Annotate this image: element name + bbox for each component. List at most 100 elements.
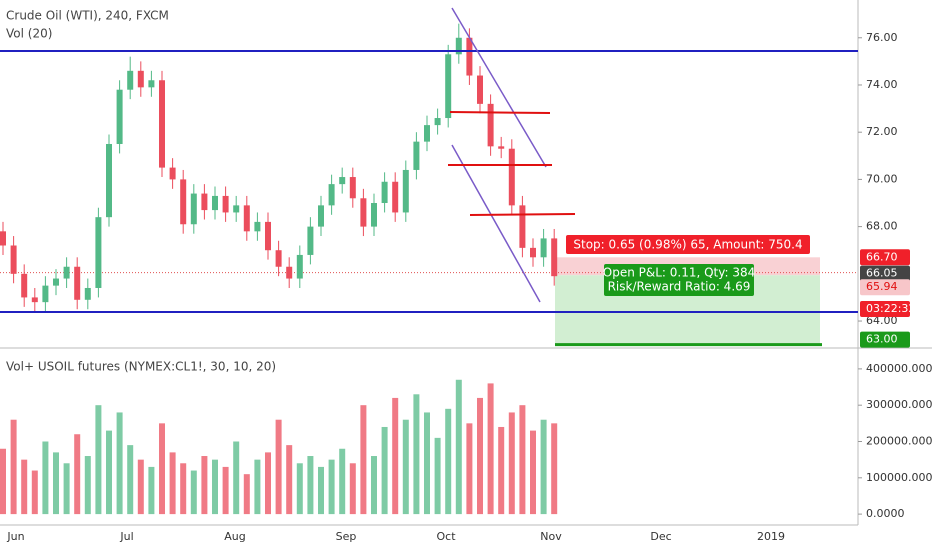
candle-body bbox=[487, 103, 494, 147]
volume-bar bbox=[10, 419, 17, 515]
volume-bar bbox=[275, 419, 282, 515]
candle-body bbox=[201, 193, 208, 211]
candle-body bbox=[106, 143, 112, 218]
candle-body bbox=[286, 266, 293, 279]
stop-label: Stop: 0.65 (0.98%) 65, Amount: 750.4 bbox=[573, 238, 802, 252]
volume-bar bbox=[21, 459, 28, 515]
volume-bar bbox=[508, 412, 515, 515]
candle-body bbox=[445, 54, 452, 119]
y-tick-label: 72.00 bbox=[866, 125, 898, 138]
candle-body bbox=[42, 285, 49, 303]
vol-y-tick-label: 100000.0000 bbox=[866, 471, 932, 484]
candle-body bbox=[74, 266, 81, 300]
volume-bar bbox=[339, 448, 346, 515]
vol-y-tick-label: 400000.0000 bbox=[866, 362, 932, 375]
last-price-box bbox=[860, 265, 910, 282]
level-line bbox=[449, 111, 551, 114]
stop-price: 66.70 bbox=[866, 250, 898, 263]
candle-body bbox=[137, 70, 144, 88]
volume-bar bbox=[540, 419, 547, 515]
candle-body bbox=[413, 141, 420, 170]
rr-label: Risk/Reward Ratio: 4.69 bbox=[608, 280, 751, 294]
volume-bar bbox=[233, 441, 240, 515]
volume-bar bbox=[159, 423, 165, 515]
candle-body bbox=[307, 226, 314, 255]
last-price: 66.05 bbox=[866, 267, 898, 280]
candle-body bbox=[31, 297, 38, 303]
volume-bar bbox=[487, 383, 494, 515]
x-tick-label: Jul bbox=[119, 530, 133, 543]
volume-bar bbox=[127, 445, 134, 515]
volume-bar bbox=[169, 452, 176, 515]
candle-body bbox=[318, 205, 324, 227]
volume-bar bbox=[413, 394, 420, 515]
candle-body bbox=[63, 266, 70, 279]
volume-bar bbox=[116, 412, 123, 515]
volume-bar bbox=[53, 452, 59, 515]
candle-body bbox=[371, 203, 377, 227]
candle-body bbox=[254, 221, 261, 232]
channel-line bbox=[451, 144, 541, 303]
volume-bar bbox=[84, 456, 91, 515]
level-line bbox=[469, 213, 576, 216]
volume-bar bbox=[307, 456, 314, 515]
volume-bar bbox=[42, 441, 49, 515]
candle-body bbox=[402, 169, 409, 213]
indicator-label: Vol (20) bbox=[6, 27, 52, 41]
target-price-box bbox=[860, 331, 910, 348]
volume-bar bbox=[106, 430, 112, 515]
countdown: 03:22:32 bbox=[866, 302, 915, 315]
candle-body bbox=[159, 80, 165, 168]
channel-line bbox=[451, 7, 547, 168]
vol-y-tick-label: 0.0000 bbox=[866, 507, 905, 520]
candle-body bbox=[275, 250, 282, 267]
pnl-label: Open P&L: 0.11, Qty: 384 bbox=[603, 266, 756, 280]
vol-y-tick-label: 300000.0000 bbox=[866, 398, 932, 411]
candle-body bbox=[328, 184, 335, 206]
volume-bar bbox=[371, 456, 377, 515]
volume-bar bbox=[530, 430, 536, 515]
candle-body bbox=[265, 221, 271, 251]
candle-body bbox=[190, 193, 197, 225]
y-tick-label: 64.00 bbox=[866, 314, 898, 327]
volume-bar bbox=[455, 379, 462, 515]
candle-body bbox=[296, 254, 303, 279]
candle-body bbox=[477, 75, 483, 104]
volume-title: Vol+ USOIL futures (NYMEX:CL1!, 30, 10, … bbox=[6, 360, 276, 374]
x-tick-label: Dec bbox=[650, 530, 671, 543]
candle-body bbox=[424, 125, 430, 142]
volume-bar bbox=[402, 419, 409, 515]
candle-body bbox=[180, 179, 187, 225]
x-tick-label: Sep bbox=[336, 530, 357, 543]
countdown-box bbox=[860, 301, 910, 317]
volume-bar bbox=[74, 434, 81, 515]
candle-body bbox=[519, 205, 526, 248]
candle-body bbox=[127, 70, 134, 90]
candle-body bbox=[95, 217, 102, 288]
volume-bar bbox=[190, 470, 197, 515]
volume-bar bbox=[0, 448, 6, 515]
candle-body bbox=[243, 205, 250, 232]
candle-body bbox=[0, 231, 6, 246]
candle-body bbox=[530, 247, 536, 258]
candle-body bbox=[10, 245, 17, 274]
volume-bar bbox=[296, 463, 303, 515]
volume-bar bbox=[519, 405, 526, 515]
candle-body bbox=[53, 278, 59, 286]
candle-body bbox=[466, 37, 473, 76]
volume-bar bbox=[551, 423, 558, 515]
stop-price-box bbox=[860, 249, 910, 266]
pnl-label-box bbox=[604, 264, 754, 296]
candle-body bbox=[222, 195, 229, 213]
candle-body bbox=[392, 181, 399, 213]
candle-body bbox=[169, 167, 176, 180]
candle-body bbox=[381, 181, 388, 204]
chart-title: Crude Oil (WTI), 240, FXCM bbox=[6, 9, 169, 23]
volume-bar bbox=[95, 405, 102, 515]
volume-bar bbox=[265, 452, 271, 515]
x-tick-label: Nov bbox=[540, 530, 562, 543]
x-tick-label: Jun bbox=[6, 530, 24, 543]
candle-body bbox=[455, 37, 462, 55]
entry-price: 65.94 bbox=[866, 280, 898, 293]
